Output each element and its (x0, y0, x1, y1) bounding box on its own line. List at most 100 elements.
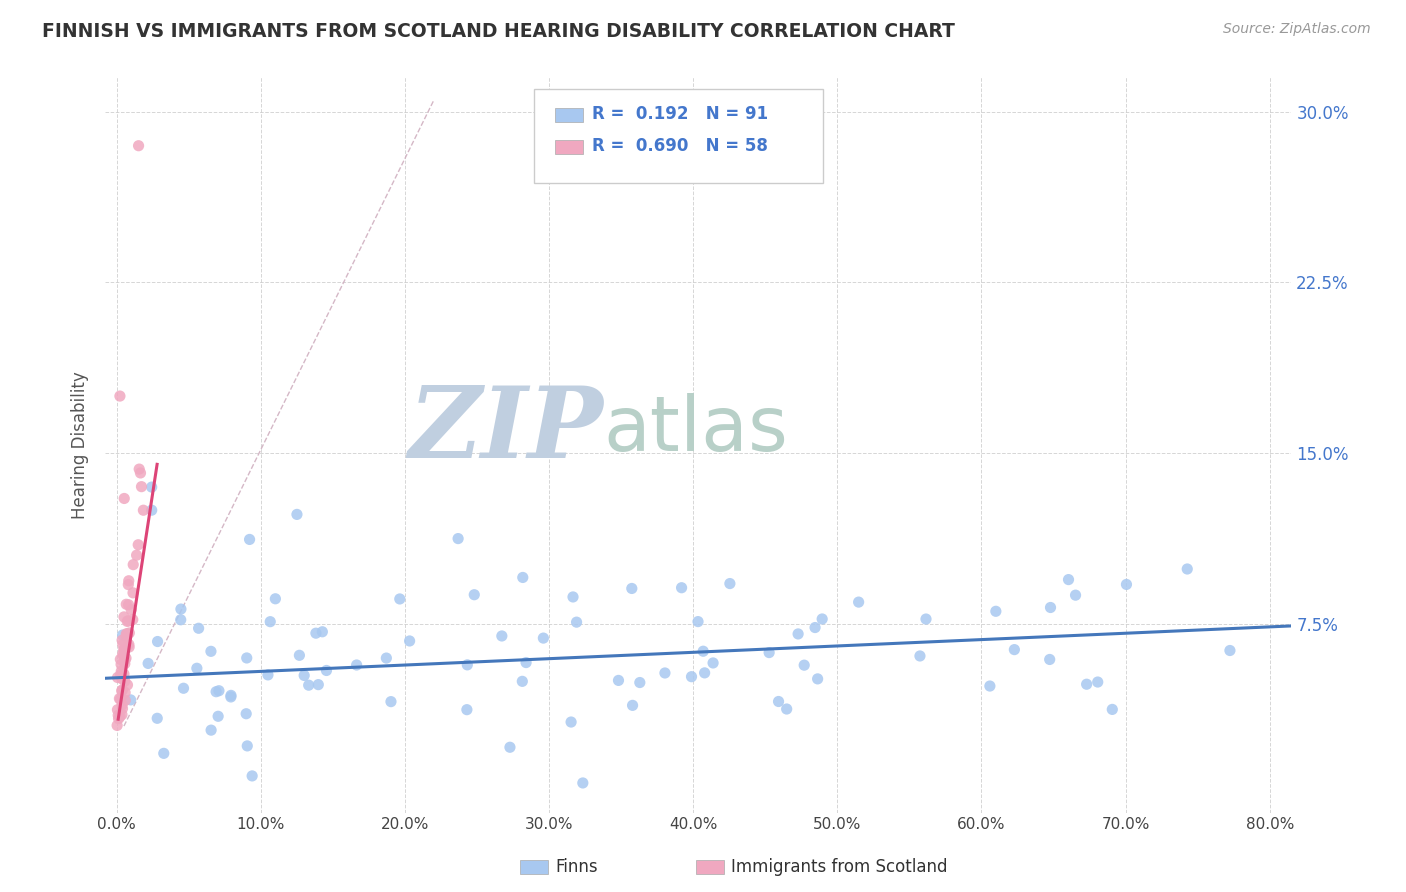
Point (136, 657, 159, 671)
Point (681, 670, 703, 684)
Point (531, 631, 554, 645)
Point (463, 588, 485, 602)
Point (621, 698, 644, 713)
Point (146, 711, 169, 725)
Point (219, 689, 242, 703)
Text: R =  0.690   N = 58: R = 0.690 N = 58 (592, 137, 768, 155)
Point (117, 577, 139, 591)
Point (111, 683, 134, 698)
Point (346, 658, 368, 673)
Point (115, 627, 138, 641)
Point (235, 651, 257, 665)
Point (565, 615, 588, 629)
Point (718, 576, 741, 591)
Point (200, 644, 222, 658)
Point (510, 674, 533, 689)
Point (110, 657, 132, 672)
Point (118, 574, 141, 588)
Point (107, 703, 129, 717)
Point (693, 665, 716, 680)
Point (131, 480, 153, 494)
Point (170, 602, 193, 616)
Point (288, 648, 311, 663)
Point (111, 633, 134, 648)
Text: Source: ZipAtlas.com: Source: ZipAtlas.com (1223, 22, 1371, 37)
Point (1101, 702, 1123, 716)
Point (848, 595, 870, 609)
Point (239, 533, 262, 547)
Point (205, 684, 228, 698)
Point (264, 591, 287, 606)
Point (120, 602, 142, 616)
Point (1057, 573, 1080, 587)
Point (1064, 588, 1087, 602)
Point (1039, 652, 1062, 666)
Point (120, 693, 142, 707)
Point (117, 614, 139, 628)
Point (110, 667, 132, 681)
Point (298, 678, 321, 692)
Point (112, 610, 135, 624)
Point (456, 657, 478, 672)
Point (219, 690, 242, 704)
Point (111, 628, 134, 642)
Point (654, 665, 676, 680)
Point (758, 646, 780, 660)
Point (121, 613, 143, 627)
Point (114, 693, 136, 707)
Y-axis label: Hearing Disability: Hearing Disability (72, 371, 89, 519)
Point (141, 480, 163, 494)
Text: ZIP: ZIP (408, 382, 603, 478)
Point (128, 462, 150, 476)
Point (671, 581, 693, 595)
Point (173, 681, 195, 696)
Point (112, 491, 135, 506)
Point (292, 668, 315, 682)
Point (110, 692, 132, 706)
Point (311, 624, 333, 639)
Point (108, 691, 131, 706)
Point (1076, 677, 1098, 691)
Point (118, 637, 141, 651)
Point (115, 597, 138, 611)
Point (1002, 642, 1025, 657)
Point (456, 703, 478, 717)
Point (1039, 600, 1062, 615)
Point (807, 672, 830, 686)
Point (115, 651, 138, 665)
Point (111, 698, 134, 712)
Point (132, 503, 155, 517)
Point (375, 651, 398, 665)
Point (129, 466, 152, 480)
Point (117, 678, 139, 692)
Point (447, 532, 470, 546)
Point (512, 570, 534, 584)
Point (984, 604, 1007, 618)
Point (979, 679, 1001, 693)
Point (307, 678, 329, 692)
Point (207, 709, 229, 723)
Point (111, 682, 134, 697)
Point (208, 683, 231, 698)
Point (152, 747, 174, 761)
Point (107, 712, 129, 726)
Point (562, 590, 585, 604)
Point (114, 657, 136, 671)
Point (112, 667, 135, 681)
Point (388, 591, 411, 606)
Point (776, 702, 799, 716)
Point (240, 769, 263, 783)
Point (111, 707, 134, 722)
Point (117, 615, 139, 629)
Point (804, 621, 827, 635)
Point (1219, 643, 1241, 657)
Point (236, 739, 259, 753)
Point (108, 709, 131, 723)
Point (110, 665, 132, 679)
Point (787, 627, 810, 641)
Point (111, 647, 134, 661)
Point (122, 558, 145, 572)
Point (115, 629, 138, 643)
Point (112, 642, 135, 657)
Point (380, 695, 402, 709)
